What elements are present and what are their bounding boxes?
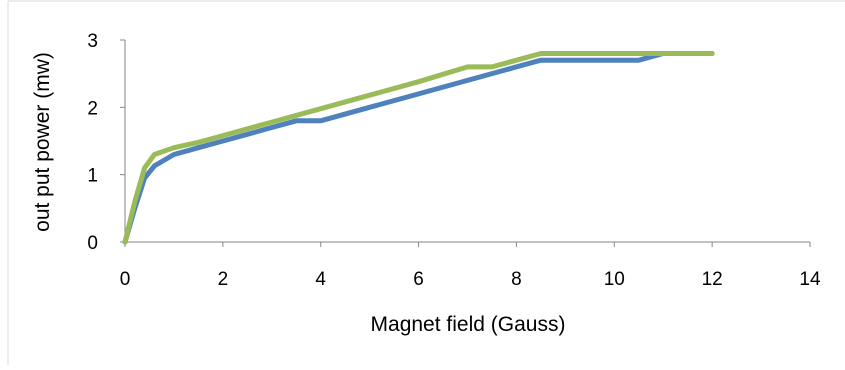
x-tick-label: 0 <box>120 269 131 290</box>
x-tick-label: 4 <box>315 269 326 290</box>
x-tick-label: 6 <box>413 269 424 290</box>
series-layer <box>122 51 715 245</box>
y-tick-label: 2 <box>87 98 98 119</box>
x-tick-label: 2 <box>218 269 229 290</box>
y-tick-label: 1 <box>87 166 98 187</box>
series-line-1 <box>122 51 715 245</box>
y-tick-label: 0 <box>87 233 98 254</box>
x-tick-label: 10 <box>604 269 625 290</box>
x-tick-label: 14 <box>799 269 821 290</box>
y-axis-title: out put power (mw) <box>31 52 54 232</box>
series-line-2 <box>122 51 715 245</box>
x-axis-title: Magnet field (Gauss) <box>371 313 566 336</box>
x-tick-label: 8 <box>511 269 522 290</box>
x-tick-label: 12 <box>702 269 723 290</box>
y-tick-label: 3 <box>87 31 98 52</box>
